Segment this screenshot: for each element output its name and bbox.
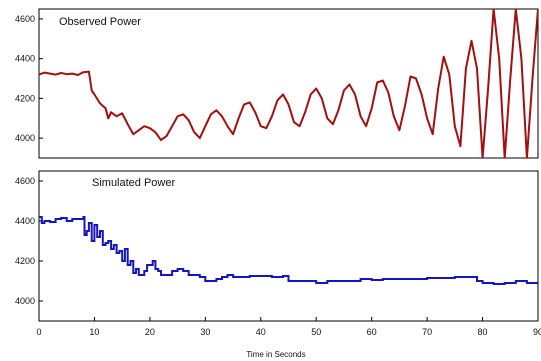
observed-ytick-label: 4400 [15, 54, 35, 64]
observed-power-line [39, 9, 538, 158]
panel-observed-frame [38, 8, 539, 159]
xtick-label: 50 [311, 327, 321, 337]
x-axis-label: Time in Seconds [246, 350, 305, 359]
simulated-power-line [39, 216, 538, 285]
simulated-ytick-label: 4200 [15, 256, 35, 266]
panel-simulated-frame [38, 170, 539, 322]
xtick-label: 30 [200, 327, 210, 337]
simulated-ytick-label: 4000 [15, 296, 35, 306]
panel-observed: Observed Power 4000 4200 4400 4600 [15, 8, 539, 159]
observed-ytick-label: 4200 [15, 93, 35, 103]
xtick-label: 0 [36, 327, 41, 337]
simulated-ytick-label: 4400 [15, 216, 35, 226]
xtick-label: 70 [422, 327, 432, 337]
simulated-ytick-label: 4600 [15, 176, 35, 186]
panel-simulated: Simulated Power 4000 4200 4400 4600 0 10 20 30… [15, 170, 541, 359]
xtick-label: 40 [256, 327, 266, 337]
observed-ytick-label: 4000 [15, 133, 35, 143]
xtick-label: 90 [533, 327, 541, 337]
panel-simulated-title: Simulated Power [92, 177, 175, 189]
xtick-label: 20 [145, 327, 155, 337]
panel-observed-title: Observed Power [59, 16, 141, 28]
observed-ytick-label: 4600 [15, 14, 35, 24]
xtick-label: 80 [478, 327, 488, 337]
xtick-label: 60 [367, 327, 377, 337]
xtick-label: 10 [89, 327, 99, 337]
